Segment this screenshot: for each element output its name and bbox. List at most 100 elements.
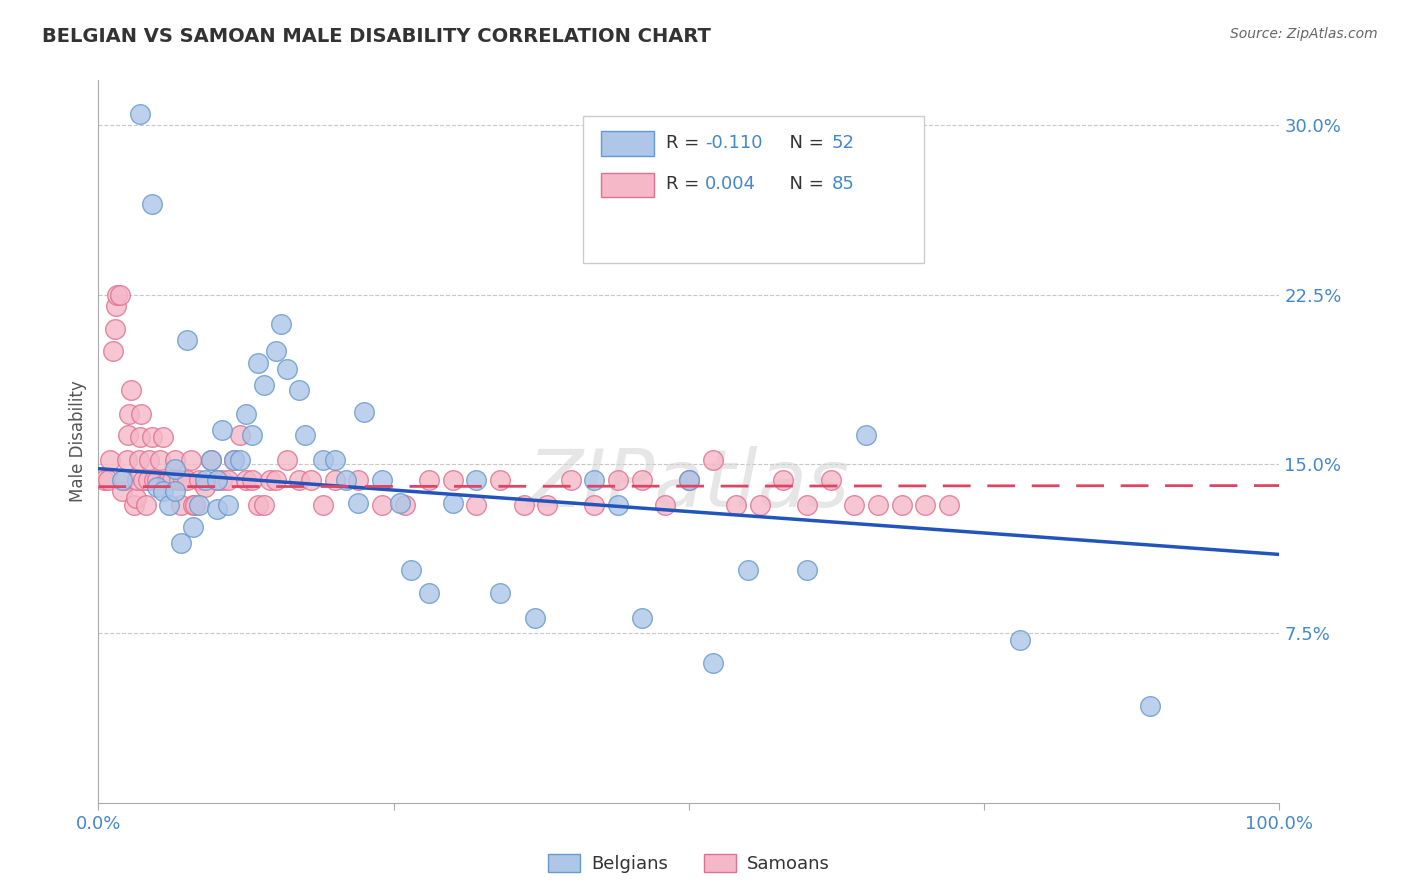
Point <box>111 484 134 499</box>
Point <box>152 430 174 444</box>
Point <box>118 408 141 422</box>
Point <box>176 333 198 347</box>
Text: N =: N = <box>779 134 830 153</box>
Point <box>160 473 183 487</box>
Point <box>654 498 676 512</box>
Point <box>141 197 163 211</box>
Point <box>224 452 246 467</box>
Point <box>211 423 233 437</box>
Point <box>112 473 135 487</box>
Point <box>205 502 228 516</box>
Point <box>312 498 335 512</box>
Point <box>105 299 128 313</box>
Point <box>299 473 322 487</box>
Point <box>141 430 163 444</box>
Point <box>737 563 759 577</box>
Point <box>607 473 630 487</box>
Point <box>335 473 357 487</box>
Point <box>820 473 842 487</box>
Point <box>253 378 276 392</box>
Point <box>371 498 394 512</box>
Point <box>165 484 187 499</box>
Point <box>465 473 488 487</box>
Point <box>125 491 148 505</box>
Point <box>211 473 233 487</box>
Point <box>157 473 180 487</box>
Point <box>536 498 558 512</box>
Point <box>748 498 770 512</box>
Legend: Belgians, Samoans: Belgians, Samoans <box>540 847 838 880</box>
Point <box>128 452 150 467</box>
Point <box>200 452 222 467</box>
Point <box>276 362 298 376</box>
Point <box>146 480 169 494</box>
Point <box>465 498 488 512</box>
Point <box>583 498 606 512</box>
Point <box>165 461 187 475</box>
Point <box>149 452 172 467</box>
Point <box>560 473 582 487</box>
Text: N =: N = <box>779 175 830 194</box>
Text: 85: 85 <box>832 175 855 194</box>
Point <box>294 427 316 442</box>
Point <box>156 473 179 487</box>
Point <box>135 498 157 512</box>
Point <box>844 498 866 512</box>
Text: R =: R = <box>666 175 704 194</box>
Point <box>229 427 252 442</box>
Point <box>489 473 512 487</box>
Text: R =: R = <box>666 134 704 153</box>
Point <box>104 321 127 335</box>
Point <box>235 473 257 487</box>
Point <box>172 473 194 487</box>
Point <box>128 430 150 444</box>
Point <box>165 452 187 467</box>
Point <box>115 452 138 467</box>
Point <box>181 520 204 534</box>
Point <box>607 498 630 512</box>
Point <box>702 452 724 467</box>
Point <box>353 405 375 419</box>
Point <box>264 344 287 359</box>
Point <box>117 427 139 442</box>
Point <box>101 344 124 359</box>
Point <box>259 473 281 487</box>
Point <box>441 495 464 509</box>
Point <box>105 287 128 301</box>
Point <box>938 498 960 512</box>
Point <box>184 498 207 512</box>
Point <box>194 480 217 494</box>
Point <box>323 452 346 467</box>
Point <box>187 498 209 512</box>
Point <box>394 498 416 512</box>
Point <box>796 563 818 577</box>
Point <box>229 452 252 467</box>
Point <box>224 452 246 467</box>
Point <box>725 498 748 512</box>
Point <box>371 473 394 487</box>
Point <box>146 473 169 487</box>
Point <box>914 498 936 512</box>
Point <box>630 610 652 624</box>
Point <box>170 498 193 512</box>
Text: -0.110: -0.110 <box>706 134 762 153</box>
Point <box>128 107 150 121</box>
Point <box>401 563 423 577</box>
Point <box>246 355 269 369</box>
Point <box>97 473 120 487</box>
Point <box>217 473 239 487</box>
Point <box>142 473 165 487</box>
Point <box>312 452 335 467</box>
Point <box>111 473 134 487</box>
Point <box>288 383 311 397</box>
Point <box>240 427 263 442</box>
Point <box>176 473 198 487</box>
Point <box>323 473 346 487</box>
Point <box>347 473 370 487</box>
Y-axis label: Male Disability: Male Disability <box>69 381 87 502</box>
Point <box>1139 698 1161 713</box>
Point <box>122 498 145 512</box>
Point <box>235 408 257 422</box>
Text: 0.004: 0.004 <box>706 175 756 194</box>
Point <box>388 495 411 509</box>
